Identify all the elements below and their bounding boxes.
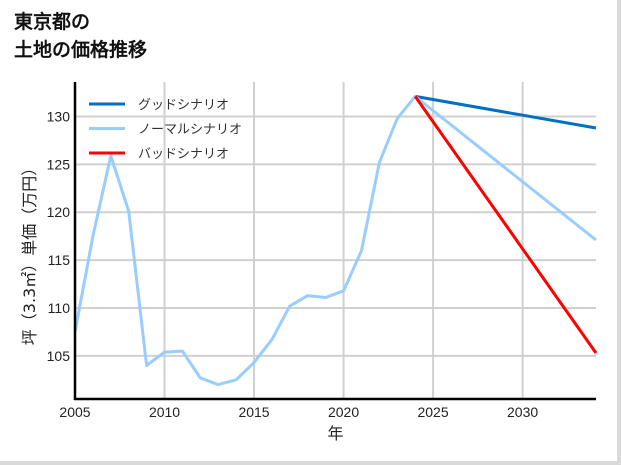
x-tick-label: 2010 <box>149 404 180 420</box>
legend-label: ノーマルシナリオ <box>138 123 242 138</box>
y-tick-label: 110 <box>48 300 71 316</box>
y-tick-label: 125 <box>47 156 71 172</box>
x-tick-label: 2005 <box>59 404 90 420</box>
y-tick-label: 130 <box>47 108 71 124</box>
y-axis-label: 坪（3.3㎡）単価（万円） <box>20 160 39 345</box>
x-tick-label: 2025 <box>417 404 448 420</box>
legend-label: バッドシナリオ <box>138 147 229 162</box>
y-tick-label: 105 <box>47 348 71 364</box>
title-line-1: 東京都の <box>14 11 91 33</box>
legend-label: グッドシナリオ <box>138 98 229 113</box>
x-tick-label: 2030 <box>507 404 538 420</box>
chart-title: 東京都の 土地の価格推移 <box>14 8 147 64</box>
x-tick-label: 2020 <box>328 404 359 420</box>
series-line-0 <box>414 94 597 130</box>
y-tick-label: 120 <box>47 204 71 220</box>
y-tick-label: 115 <box>48 252 71 268</box>
x-tick-label: 2015 <box>238 404 269 420</box>
series-line-2 <box>413 95 598 354</box>
x-axis-label: 年 <box>327 424 343 443</box>
series-line-1 <box>73 94 597 387</box>
title-line-2: 土地の価格推移 <box>14 39 148 61</box>
